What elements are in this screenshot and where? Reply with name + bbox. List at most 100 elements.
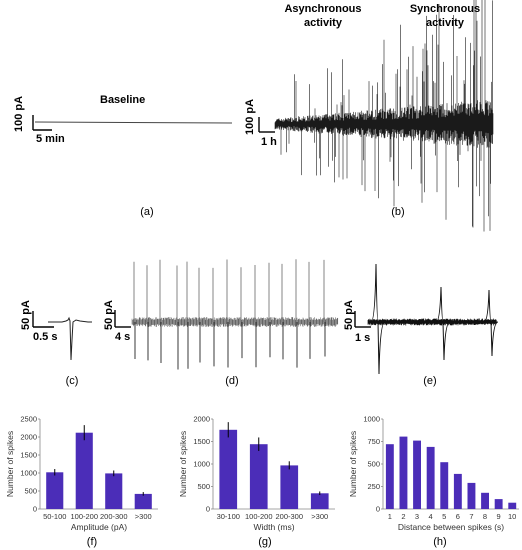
x-tick-label: 7 xyxy=(469,512,473,521)
sync-annotation-line2: activity xyxy=(426,17,465,29)
x-tick-label: 200-300 xyxy=(100,512,128,521)
bar-chart-amplitude: 0 500 1000 1500 2000 2500 50-100 100-200 200-300… xyxy=(5,415,158,532)
bar xyxy=(105,473,123,509)
panel-label-c: (c) xyxy=(66,375,79,387)
bar xyxy=(467,482,476,509)
spike-detail-trace xyxy=(367,263,499,375)
panel-label-a: (a) xyxy=(140,206,153,218)
x-axis-title: Distance between spikes (s) xyxy=(398,522,504,532)
y-tick-label: 1500 xyxy=(20,451,37,460)
bar xyxy=(453,473,462,509)
x-tick-label: >300 xyxy=(311,512,328,521)
bar xyxy=(426,446,435,509)
scale-y-label: 50 pA xyxy=(20,300,32,330)
y-tick-label: 250 xyxy=(367,482,380,491)
y-tick-label: 500 xyxy=(197,482,210,491)
scale-y-label: 100 pA xyxy=(244,99,256,135)
y-tick-label: 0 xyxy=(206,505,210,514)
panel-d: 50 pA 4 s (d) xyxy=(103,259,339,387)
y-tick-label: 500 xyxy=(24,487,37,496)
y-tick-label: 500 xyxy=(367,460,380,469)
bar xyxy=(46,472,64,509)
bar xyxy=(508,502,517,509)
y-tick-label: 0 xyxy=(376,505,380,514)
panel-b: 100 pA 1 h Asynchronous activity Synchro… xyxy=(244,0,494,232)
baseline-trace xyxy=(34,121,233,124)
panel-label-d: (d) xyxy=(225,375,238,387)
sync-annotation-line1: Synchronous xyxy=(410,3,480,15)
bar xyxy=(310,493,329,510)
noise-band xyxy=(131,317,339,327)
scale-x-label: 1 h xyxy=(261,136,277,148)
scale-x-label: 0.5 s xyxy=(33,331,57,343)
panel-label-f: (f) xyxy=(87,536,97,548)
x-tick-label: 6 xyxy=(456,512,460,521)
panel-label-h: (h) xyxy=(433,536,446,548)
scale-x-label: 5 min xyxy=(36,133,65,145)
bar xyxy=(249,444,268,509)
x-tick-label: 8 xyxy=(483,512,487,521)
panel-label-b: (b) xyxy=(391,206,404,218)
spike-waveform xyxy=(370,263,386,375)
scale-y-label: 50 pA xyxy=(103,300,115,330)
x-axis-title: Width (ms) xyxy=(253,522,294,532)
async-annotation-line2: activity xyxy=(304,17,343,29)
x-tick-label: 50-100 xyxy=(43,512,66,521)
bar xyxy=(219,429,238,509)
x-tick-label: 30-100 xyxy=(217,512,240,521)
panel-c: 50 pA 0.5 s (c) xyxy=(20,300,92,387)
x-axis-title: Amplitude (pA) xyxy=(71,522,127,532)
x-tick-label: 1 xyxy=(388,512,392,521)
x-tick-label: 10 xyxy=(508,512,516,521)
y-tick-label: 1500 xyxy=(193,437,210,446)
x-tick-label: 100-200 xyxy=(245,512,273,521)
y-tick-label: 2500 xyxy=(20,415,37,424)
panel-label-g: (g) xyxy=(258,536,271,548)
y-axis-title: Number of spikes xyxy=(348,431,358,497)
bar xyxy=(75,432,93,509)
bar xyxy=(280,465,299,509)
activity-trace xyxy=(274,0,494,232)
y-tick-label: 1000 xyxy=(20,469,37,478)
spike-waveform xyxy=(483,289,499,357)
y-tick-label: 750 xyxy=(367,437,380,446)
bar xyxy=(134,493,152,509)
baseline-annotation: Baseline xyxy=(100,94,145,106)
panel-a: 100 pA 5 min Baseline (a) xyxy=(13,94,233,218)
bar-chart-width: 0 500 1000 1500 2000 30-100 100-200 200-300 >300… xyxy=(178,415,335,532)
x-tick-label: 4 xyxy=(429,512,433,521)
y-tick-label: 1000 xyxy=(363,415,380,424)
x-tick-label: >300 xyxy=(135,512,152,521)
panel-e: 50 pA 1 s (e) xyxy=(343,263,499,387)
spike-waveform xyxy=(435,286,451,361)
y-axis-title: Number of spikes xyxy=(5,431,15,497)
y-axis-title: Number of spikes xyxy=(178,431,188,497)
panel-label-e: (e) xyxy=(423,375,436,387)
noise-band xyxy=(367,318,497,326)
async-annotation-line1: Asynchronous xyxy=(284,3,361,15)
x-tick-label: 200-300 xyxy=(275,512,303,521)
x-tick-label: 5 xyxy=(442,512,446,521)
scale-y-label: 100 pA xyxy=(13,96,25,132)
single-spike-trace xyxy=(48,316,92,361)
y-tick-label: 2000 xyxy=(20,433,37,442)
x-tick-label: 9 xyxy=(497,512,501,521)
scale-y-label: 50 pA xyxy=(343,300,355,330)
x-tick-label: 3 xyxy=(415,512,419,521)
scale-x-label: 4 s xyxy=(115,331,130,343)
y-tick-label: 0 xyxy=(33,505,37,514)
x-tick-label: 2 xyxy=(401,512,405,521)
bar xyxy=(399,436,408,509)
scale-x-label: 1 s xyxy=(355,332,370,344)
bar xyxy=(385,444,394,509)
bar xyxy=(440,462,449,509)
activity-trace-path xyxy=(274,0,494,232)
spike-train-trace xyxy=(131,259,339,370)
y-tick-label: 2000 xyxy=(193,415,210,424)
bar xyxy=(481,492,489,509)
bar xyxy=(413,440,421,509)
y-tick-label: 1000 xyxy=(193,460,210,469)
x-tick-label: 100-200 xyxy=(70,512,98,521)
